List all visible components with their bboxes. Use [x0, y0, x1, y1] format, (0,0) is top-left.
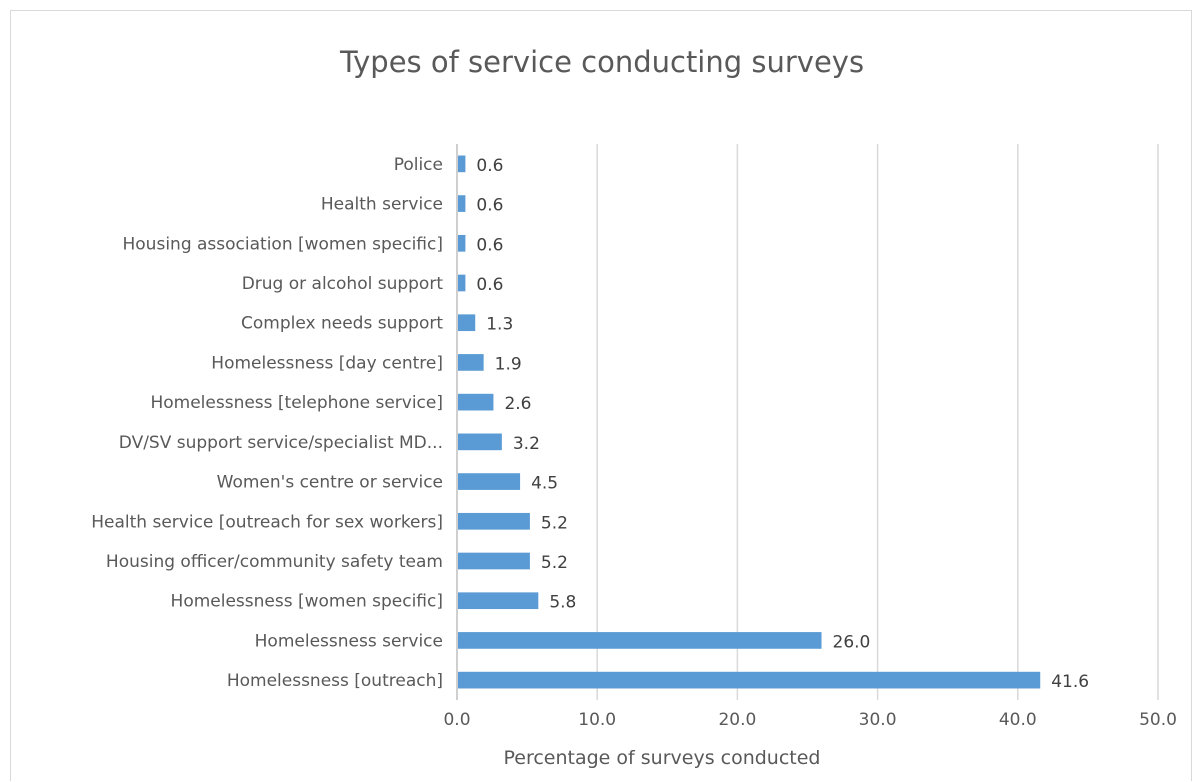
bar — [458, 433, 502, 451]
x-tick-label: 30.0 — [859, 710, 897, 730]
x-tick-label: 40.0 — [999, 710, 1037, 730]
category-label: Police — [394, 155, 443, 175]
data-label: 0.6 — [476, 196, 503, 216]
chart-title: Types of service conducting surveys — [339, 45, 864, 79]
x-tick-label: 10.0 — [578, 710, 616, 730]
bar-chart: Types of service conducting surveys Poli… — [91, 45, 1177, 769]
x-tick-label: 50.0 — [1139, 710, 1177, 730]
bar — [458, 473, 521, 490]
category-label: Housing association [women specific] — [123, 234, 444, 254]
gridlines — [456, 144, 1159, 700]
bars — [458, 155, 1041, 689]
bar — [458, 195, 466, 212]
x-axis-title: Percentage of surveys conducted — [503, 747, 820, 769]
category-label: Drug or alcohol support — [242, 274, 444, 294]
bar — [458, 592, 539, 610]
data-label: 26.0 — [833, 632, 871, 652]
data-label: 0.6 — [476, 275, 503, 295]
data-label: 5.8 — [549, 593, 576, 613]
data-label: 5.2 — [541, 553, 568, 573]
category-label: DV/SV support service/specialist MD... — [119, 433, 443, 453]
bar — [458, 512, 530, 530]
bar — [458, 234, 466, 252]
data-label: 1.3 — [486, 315, 513, 335]
category-label: Complex needs support — [241, 314, 443, 334]
category-label: Housing officer/community safety team — [106, 552, 443, 572]
bar — [458, 393, 494, 411]
data-label: 2.6 — [504, 394, 531, 414]
category-label: Homelessness [day centre] — [211, 353, 443, 373]
bar — [458, 155, 466, 173]
category-label: Health service [outreach for sex workers… — [91, 512, 443, 532]
x-tick-label: 0.0 — [443, 710, 470, 730]
bar — [458, 354, 484, 371]
bar — [458, 632, 822, 649]
category-label: Women's centre or service — [217, 473, 443, 493]
category-label: Homelessness [telephone service] — [150, 393, 443, 413]
data-label: 0.6 — [476, 156, 503, 176]
category-label: Health service — [321, 195, 443, 215]
category-label: Homelessness [women specific] — [171, 592, 443, 612]
data-label: 3.2 — [513, 434, 540, 454]
category-label: Homelessness service — [255, 631, 443, 651]
bar — [458, 552, 530, 570]
data-label: 0.6 — [476, 235, 503, 255]
data-label: 41.6 — [1051, 672, 1089, 692]
bar — [458, 274, 466, 292]
x-tick-label: 20.0 — [718, 710, 756, 730]
data-label: 4.5 — [531, 474, 558, 494]
category-label: Homelessness [outreach] — [227, 671, 443, 691]
chart-area: Types of service conducting surveys Poli… — [10, 10, 1192, 781]
category-labels: Police Health service Housing association … — [91, 155, 443, 691]
x-tick-labels: 0.0 10.0 20.0 30.0 40.0 50.0 — [443, 710, 1176, 730]
data-label: 1.9 — [495, 354, 522, 374]
bar — [458, 314, 476, 332]
data-labels: 0.6 0.6 0.6 0.6 1.3 1.9 2.6 3.2 4.5 5.2 5.2 5.8 26.0… — [476, 156, 1089, 692]
data-label: 5.2 — [541, 513, 568, 533]
bar — [458, 671, 1041, 689]
